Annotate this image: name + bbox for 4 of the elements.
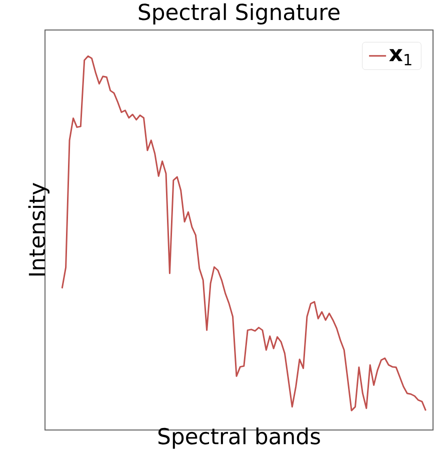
y-axis-title: Intensity bbox=[28, 182, 50, 276]
legend-label: x$_{1}$ bbox=[389, 49, 412, 66]
x-axis-title: Spectral bands bbox=[158, 428, 320, 449]
chart-title: Spectral Signature bbox=[138, 3, 340, 24]
